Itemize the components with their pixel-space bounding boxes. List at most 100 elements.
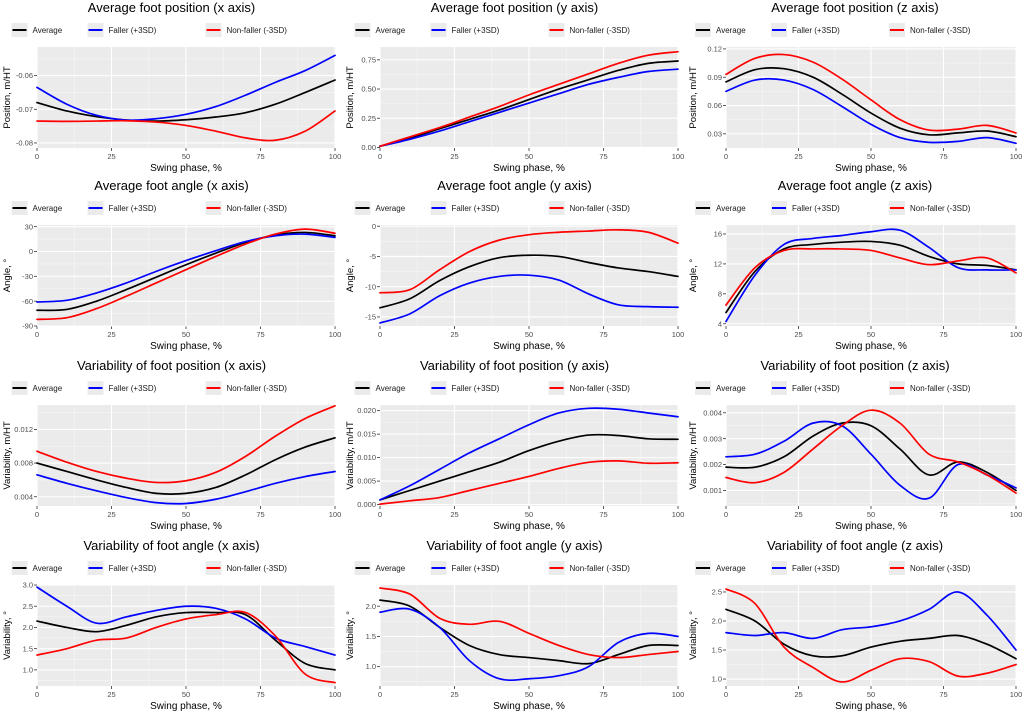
chart-title: Average foot position (z axis) xyxy=(771,0,938,15)
y-tick-label: 0.12 xyxy=(707,44,722,53)
y-tick-label: 0.004 xyxy=(703,408,722,417)
y-tick-label: -90 xyxy=(22,322,33,331)
legend-entry: Non-faller (-3SD) xyxy=(889,23,971,37)
y-tick-label: 2.0 xyxy=(712,617,722,626)
y-tick-label: 0.75 xyxy=(361,55,376,64)
x-tick-label: 100 xyxy=(672,152,685,161)
series-line xyxy=(379,407,679,501)
chart-title: Variability of foot position (y axis) xyxy=(420,358,609,373)
x-tick-label: 75 xyxy=(939,330,947,339)
y-tick-label: 0.03 xyxy=(707,129,722,138)
series-line xyxy=(725,421,1017,492)
x-tick-label: 0 xyxy=(378,152,382,161)
legend-label: Non-faller (-3SD) xyxy=(570,26,631,35)
chart-title: Average foot position (x axis) xyxy=(88,0,255,15)
legend-label: Average xyxy=(716,384,746,393)
y-tick-label: 0.003 xyxy=(703,434,722,443)
x-axis-label: Swing phase, % xyxy=(835,521,907,532)
x-tick-label: 25 xyxy=(794,330,802,339)
x-axis-label: Swing phase, % xyxy=(493,701,565,712)
y-axis-label: Variability, ° xyxy=(2,611,13,660)
legend-label: Non-faller (-3SD) xyxy=(227,26,288,35)
y-axis-label: Angle, ° xyxy=(345,259,356,293)
x-axis-label: Swing phase, % xyxy=(150,341,222,352)
series-line xyxy=(725,588,1017,683)
x-tick-label: 100 xyxy=(1010,330,1023,339)
x-tick-label: 0 xyxy=(724,152,728,161)
x-tick-label: 75 xyxy=(256,690,264,699)
legend-entry: Average xyxy=(11,561,63,575)
x-axis-label: Swing phase, % xyxy=(835,163,907,174)
legend-label: Non-faller (-3SD) xyxy=(227,564,288,573)
y-tick-label: 0.010 xyxy=(357,453,376,462)
x-tick-label: 0 xyxy=(724,690,728,699)
x-tick-label: 75 xyxy=(256,152,264,161)
x-tick-label: 50 xyxy=(182,510,190,519)
y-tick-label: 1.0 xyxy=(366,662,376,671)
chart-panel: Average foot position (z axis) Average Fal… xyxy=(688,0,1022,174)
y-axis-label: Variability, ° xyxy=(345,611,356,660)
y-axis-label: Variability, ° xyxy=(688,611,699,660)
legend-entry: Faller (+3SD) xyxy=(430,201,500,215)
series-line xyxy=(36,436,336,495)
series-line xyxy=(36,228,336,321)
x-axis-label: Swing phase, % xyxy=(150,163,222,174)
x-tick-label: 25 xyxy=(107,690,115,699)
series-line xyxy=(379,460,679,505)
legend-entry: Non-faller (-3SD) xyxy=(205,381,288,395)
legend-entry: Non-faller (-3SD) xyxy=(889,561,971,575)
legend-label: Non-faller (-3SD) xyxy=(570,564,631,573)
series-line xyxy=(379,607,679,682)
series-line xyxy=(725,591,1017,651)
x-tick-label: 50 xyxy=(867,510,875,519)
legend-label: Non-faller (-3SD) xyxy=(910,384,971,393)
x-axis-label: Swing phase, % xyxy=(493,163,565,174)
legend-entry: Faller (+3SD) xyxy=(87,201,157,215)
x-tick-label: 100 xyxy=(1010,510,1023,519)
y-tick-label: -15 xyxy=(365,313,376,322)
legend-entry: Average xyxy=(354,23,406,37)
y-tick-label: 3.0 xyxy=(23,581,33,590)
series-line xyxy=(725,608,1017,660)
legend-label: Faller (+3SD) xyxy=(109,26,157,35)
series-line xyxy=(379,60,679,148)
y-tick-label: 0.008 xyxy=(14,459,33,468)
chart-panel: Average foot position (x axis) Average Fal… xyxy=(2,0,341,174)
chart-title: Variability of foot angle (z axis) xyxy=(767,538,943,553)
chart-title: Average foot angle (y axis) xyxy=(437,178,591,193)
series-line xyxy=(379,254,679,309)
y-tick-label: 0.000 xyxy=(357,500,376,509)
y-tick-label: 0.001 xyxy=(703,486,722,495)
legend-entry: Average xyxy=(354,381,406,395)
legend-label: Non-faller (-3SD) xyxy=(227,384,288,393)
x-tick-label: 0 xyxy=(35,152,39,161)
legend-entry: Faller (+3SD) xyxy=(430,23,500,37)
legend-entry: Non-faller (-3SD) xyxy=(205,23,288,37)
legend-label: Faller (+3SD) xyxy=(109,564,157,573)
series-line xyxy=(36,470,336,505)
chart-panel: Average foot angle (x axis) Average Faller… xyxy=(2,178,341,352)
chart-title: Variability of foot angle (x axis) xyxy=(83,538,259,553)
chart-title: Average foot position (y axis) xyxy=(431,0,598,15)
legend-entry: Faller (+3SD) xyxy=(430,381,500,395)
series-line xyxy=(36,586,336,656)
x-tick-label: 25 xyxy=(450,510,458,519)
legend-label: Faller (+3SD) xyxy=(452,384,500,393)
x-tick-label: 50 xyxy=(182,152,190,161)
chart-title: Average foot angle (x axis) xyxy=(94,178,248,193)
y-tick-label: 0.06 xyxy=(707,101,722,110)
x-tick-label: 0 xyxy=(35,330,39,339)
x-tick-label: 50 xyxy=(867,330,875,339)
x-tick-label: 100 xyxy=(672,330,685,339)
y-tick-label: 0.002 xyxy=(703,460,722,469)
legend-entry: Average xyxy=(695,23,746,37)
y-tick-label: -0.06 xyxy=(16,71,33,80)
series-line xyxy=(725,67,1017,138)
legend-entry: Faller (+3SD) xyxy=(771,23,840,37)
y-axis-label: Angle, ° xyxy=(2,259,13,293)
legend-label: Average xyxy=(376,384,406,393)
legend-label: Non-faller (-3SD) xyxy=(910,26,971,35)
x-tick-label: 100 xyxy=(672,510,685,519)
legend-entry: Faller (+3SD) xyxy=(87,561,157,575)
series-line xyxy=(36,610,336,684)
